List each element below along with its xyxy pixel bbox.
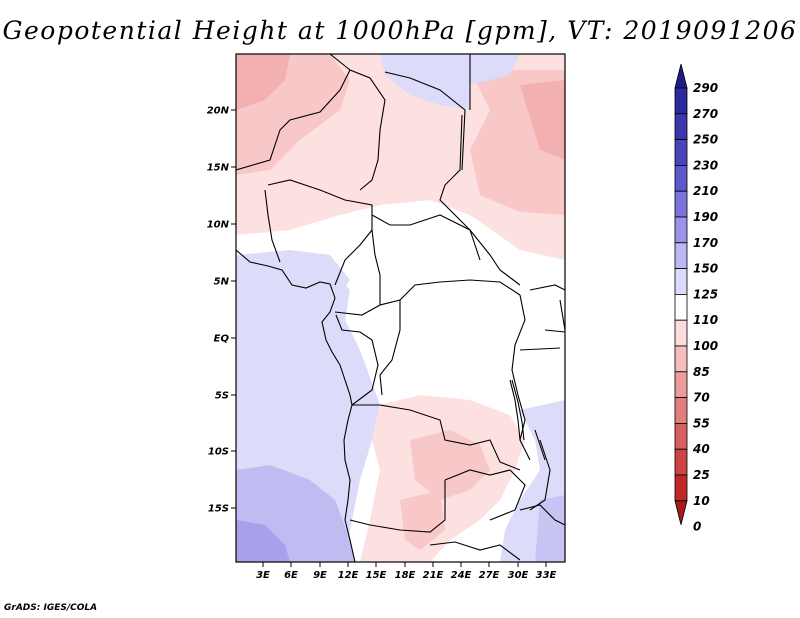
west-africa-coast	[236, 249, 356, 562]
border-congo-drc	[379, 300, 401, 396]
lon-label: 12E	[338, 570, 359, 581]
colorbar-label: 70	[693, 391, 710, 405]
coast-mozambique	[519, 504, 565, 526]
colorbar-swatch	[674, 164, 688, 192]
colorbar-label: 125	[693, 287, 718, 301]
border-angola-drc	[352, 404, 521, 471]
lat-label: 10S	[208, 447, 229, 458]
lat-label: 20N	[207, 106, 230, 117]
lon-label: 27E	[479, 570, 500, 581]
colorbar: 2902702502302101901701501251101008570554…	[674, 63, 718, 534]
shade-south-mid	[410, 430, 490, 500]
lon-label: 21E	[423, 570, 444, 581]
lon-label: 3E	[256, 570, 270, 581]
colorbar-swatch	[674, 268, 688, 295]
border-north-2	[329, 54, 351, 71]
colorbar-swatch	[674, 242, 688, 270]
colorbar-swatch	[674, 474, 688, 502]
lon-label: 30E	[508, 570, 529, 581]
colorbar-label: 230	[693, 158, 718, 172]
latitude-axis: 20N 15N 10N 5N EQ 5S 10S 15S	[207, 106, 236, 515]
colorbar-swatch	[674, 422, 688, 450]
colorbar-swatch	[674, 190, 688, 218]
colorbar-label: 100	[693, 339, 718, 353]
border-namibia-botswana	[429, 541, 521, 561]
borders	[236, 54, 565, 562]
border-malawi	[529, 439, 551, 511]
colorbar-swatch	[674, 371, 688, 398]
map-frame	[235, 53, 566, 563]
lat-label: 10N	[207, 220, 230, 231]
colorbar-swatch	[674, 113, 688, 141]
colorbar-label: 10	[693, 494, 710, 508]
lon-label: 33E	[536, 570, 557, 581]
colorbar-swatch	[674, 216, 688, 244]
colorbar-bottom-triangle	[674, 500, 688, 525]
colorbar-top-triangle	[674, 63, 688, 89]
colorbar-label: 270	[693, 107, 718, 121]
border-libya-niger	[384, 71, 466, 171]
border-cameroon	[334, 229, 381, 316]
colorbar-swatch	[674, 87, 688, 115]
longitude-axis: 3E 6E 9E 12E 15E 18E 21E 24E 27E 30E 33E	[256, 562, 557, 581]
border-nigeria	[267, 179, 373, 286]
colorbar-label: 210	[693, 184, 718, 198]
border-chad-car	[371, 214, 521, 286]
colorbar-swatch	[674, 397, 688, 424]
shade-mozambique-blue	[535, 495, 565, 562]
colorbar-label: 0	[693, 520, 701, 534]
colorbar-swatch	[674, 319, 688, 347]
shade-atlantic-deep	[236, 520, 290, 562]
lon-label: 15E	[366, 570, 387, 581]
lon-label: 6E	[284, 570, 298, 581]
lat-label: EQ	[214, 334, 230, 345]
coast-east	[559, 299, 565, 331]
chart-title: Geopotential Height at 1000hPa [gpm], VT…	[2, 16, 798, 45]
colorbar-label: 85	[693, 365, 710, 379]
shade-northeast-strong	[520, 80, 565, 160]
lat-label: 5S	[215, 391, 229, 402]
lake-malawi	[534, 429, 546, 461]
border-congo-gabon	[335, 314, 379, 406]
border-uganda-kenya	[519, 284, 565, 351]
lat-label: 15S	[208, 504, 229, 515]
colorbar-swatch	[674, 293, 688, 321]
colorbar-label: 55	[693, 416, 710, 430]
lon-label: 9E	[313, 570, 327, 581]
lat-label: 5N	[214, 277, 230, 288]
colorbar-swatch	[674, 448, 688, 476]
colorbar-label: 25	[693, 468, 710, 482]
colorbar-label: 150	[693, 262, 718, 276]
lat-label: 15N	[207, 163, 230, 174]
shade-north-blue-2	[470, 54, 520, 85]
border-benin	[264, 189, 281, 263]
lon-label: 18E	[395, 570, 416, 581]
colorbar-label: 250	[693, 133, 718, 147]
colorbar-label: 110	[693, 313, 718, 327]
shade-northwest-strong	[236, 54, 290, 110]
shade-kalahari	[400, 490, 445, 550]
colorbar-label: 170	[693, 236, 718, 250]
colorbar-label: 190	[693, 210, 718, 224]
lon-label: 24E	[451, 570, 472, 581]
border-angola-south	[349, 480, 446, 533]
lake-tanganyika	[509, 379, 525, 441]
credit-label: GrADS: IGES/COLA	[4, 603, 98, 613]
colorbar-label: 40	[692, 442, 710, 456]
colorbar-swatch	[674, 139, 688, 166]
colorbar-swatch	[674, 345, 688, 373]
border-zambia	[444, 469, 526, 521]
colorbar-label: 290	[693, 81, 718, 95]
border-drc-east	[511, 294, 531, 461]
